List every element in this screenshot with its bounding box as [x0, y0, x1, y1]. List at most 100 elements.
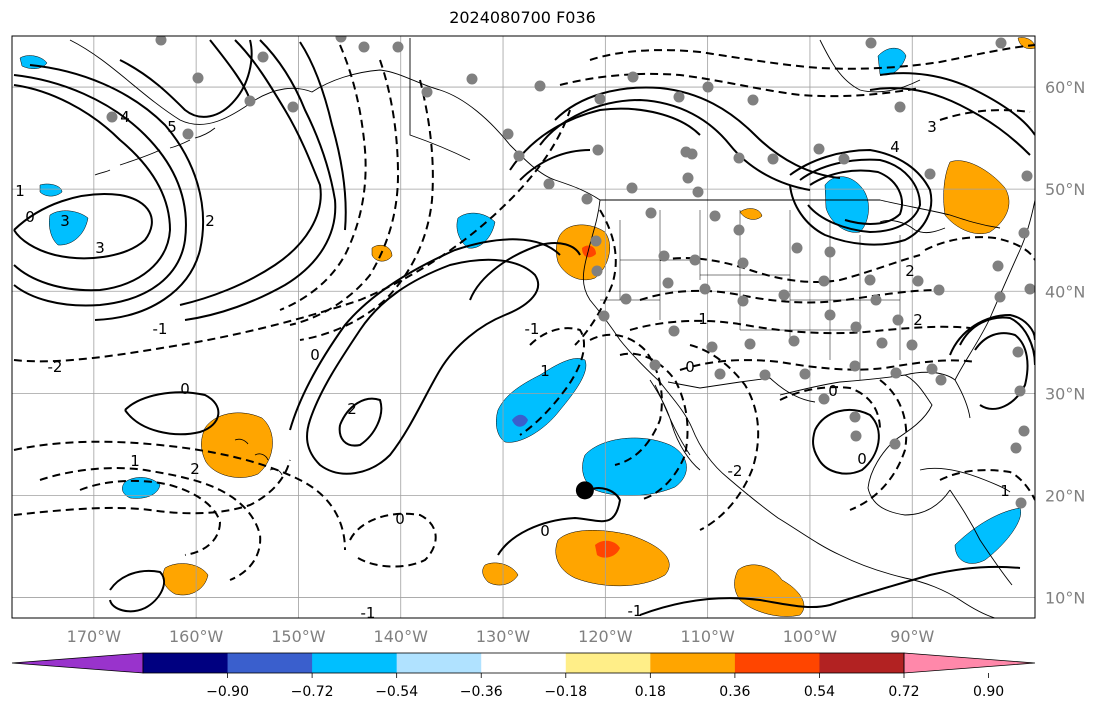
- central-america: [949, 489, 1013, 586]
- station-dot: [421, 86, 433, 98]
- contour-label: 3: [95, 239, 105, 257]
- latitude-labels: 10°N 20°N 30°N 40°N 50°N 60°N: [1045, 78, 1085, 608]
- longitude-tick-label: 130°W: [476, 627, 531, 646]
- contour-label: -1: [153, 320, 168, 338]
- contour-dashed: [639, 289, 941, 304]
- contour-solid: [124, 391, 220, 436]
- station-dot: [692, 186, 704, 198]
- contour-label: 1: [130, 452, 140, 470]
- contour-dashed: [289, 59, 400, 326]
- contour-dashed: [629, 319, 971, 335]
- anomaly-blue-core: [512, 414, 528, 427]
- anomaly-blue-region: [49, 210, 89, 246]
- colorbar-segment: [396, 653, 482, 673]
- colorbar-tick-label: 0.36: [719, 684, 750, 700]
- station-dot: [733, 152, 745, 164]
- anomaly-blue-region: [954, 507, 1022, 564]
- station-dot: [892, 314, 904, 326]
- station-dot: [1015, 497, 1027, 509]
- storm-position-marker: [575, 481, 594, 500]
- longitude-tick-label: 170°W: [67, 627, 122, 646]
- station-dot: [662, 277, 674, 289]
- station-dot: [926, 363, 938, 375]
- station-dot: [335, 36, 347, 43]
- contour-solid: [539, 98, 811, 191]
- aleutian-islands: [94, 127, 216, 176]
- station-dot: [702, 81, 714, 93]
- contour-solid: [119, 39, 253, 118]
- station-dot: [824, 309, 836, 321]
- station-dot: [682, 172, 694, 184]
- contour-solid: [13, 193, 153, 260]
- colorbar-extend-high: [903, 652, 1036, 674]
- station-dot: [182, 128, 194, 140]
- longitude-tick-label: 90°W: [890, 627, 934, 646]
- contour-label: 2: [347, 400, 357, 418]
- latitude-tick-label: 40°N: [1045, 282, 1085, 301]
- contour-solid: [639, 565, 1021, 616]
- contour-solid: [869, 87, 1031, 156]
- contour-solid: [299, 41, 347, 231]
- station-dot: [818, 275, 830, 287]
- colorbar-tick-label: 0.54: [804, 684, 835, 700]
- contour-solid: [109, 570, 165, 613]
- station-dot: [358, 41, 370, 53]
- station-dot: [870, 294, 882, 306]
- colorbar-frame: [142, 652, 905, 674]
- station-dot: [192, 72, 204, 84]
- station-dot: [767, 153, 779, 165]
- colorbar-tick-label: −0.72: [291, 684, 334, 700]
- anomaly-orange-region: [201, 412, 273, 478]
- colorbar-segment: [312, 653, 398, 673]
- contour-label: 0: [540, 522, 550, 540]
- canada-us-border: [600, 199, 1001, 229]
- station-dot: [590, 235, 602, 247]
- station-dot: [995, 37, 1007, 49]
- contour-label: 4: [890, 138, 900, 156]
- map-background: [12, 36, 1035, 618]
- station-dot: [543, 178, 555, 190]
- station-dot: [838, 153, 850, 165]
- station-dot: [244, 95, 256, 107]
- contour-dashed: [779, 386, 881, 431]
- station-dot: [788, 335, 800, 347]
- contour-dashed: [689, 344, 760, 531]
- anomaly-orange-region: [555, 530, 670, 587]
- contour-label: 0: [395, 510, 405, 528]
- station-dot: [392, 41, 404, 53]
- longitude-labels: 170°W 160°W 150°W 140°W 130°W 120°W 110°W 100°W…: [67, 627, 935, 646]
- station-dot: [933, 284, 945, 296]
- station-dot: [733, 224, 745, 236]
- station-dot: [502, 128, 514, 140]
- station-dot: [912, 275, 924, 287]
- contour-solid: [509, 107, 701, 181]
- station-dot: [992, 260, 1004, 272]
- colorbar-tick-label: −0.90: [206, 684, 249, 700]
- station-dot: [759, 369, 771, 381]
- station-dot: [1018, 425, 1030, 437]
- station-dot: [1014, 385, 1026, 397]
- contour-label: 1: [540, 362, 550, 380]
- station-dot: [865, 37, 877, 49]
- station-dot: [1024, 283, 1035, 295]
- contour-label: 0: [685, 358, 695, 376]
- contour-solid: [179, 39, 322, 306]
- colorbar-segment: [143, 653, 229, 673]
- contour-solid: [13, 84, 172, 292]
- station-dot: [686, 148, 698, 160]
- contour-dashed: [279, 44, 367, 311]
- station-dot: [594, 93, 606, 105]
- station-dot: [534, 80, 546, 92]
- station-dot: [744, 338, 756, 350]
- anomaly-orange-region: [943, 160, 1010, 234]
- colorbar-segment: [734, 653, 820, 673]
- station-dot: [924, 168, 936, 180]
- colorbar-segment: [565, 653, 651, 673]
- latitude-tick-label: 20°N: [1045, 486, 1085, 505]
- contour-label: 2: [905, 262, 915, 280]
- contour-solid: [338, 397, 383, 447]
- north-america-west-coast: [582, 199, 996, 618]
- colorbar-segment: [819, 653, 905, 673]
- station-dot: [689, 254, 701, 266]
